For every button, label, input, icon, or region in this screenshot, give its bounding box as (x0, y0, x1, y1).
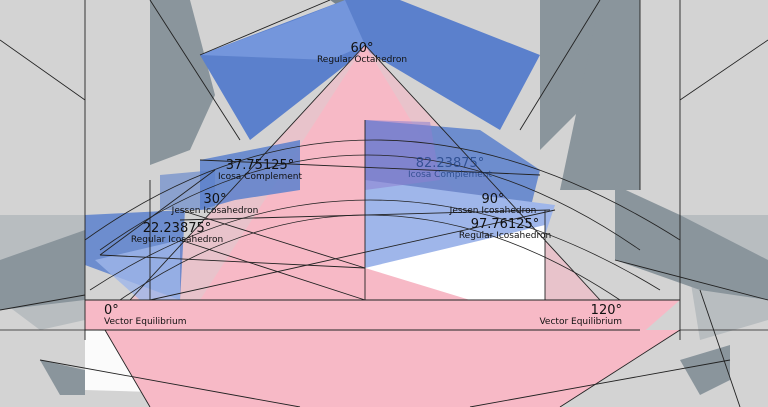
label-icosahedron-right: 97.76125° Regular Icosahedron (445, 218, 565, 241)
label-icosahedron-left: 22.23875° Regular Icosahedron (112, 222, 242, 245)
name-jessen-icosahedron-left: Jessen Icosahedron (171, 206, 259, 216)
name-vector-equilibrium-left: Vector Equilibrium (104, 317, 187, 327)
name-regular-icosahedron-right: Regular Icosahedron (458, 231, 552, 241)
name-icosa-complement-right: Icosa Complement (407, 170, 493, 180)
name-jessen-icosahedron-right: Jessen Icosahedron (449, 206, 537, 216)
label-jessen-right: 90° Jessen Icosahedron (413, 193, 573, 216)
angle-82-23875: 82.23875° (415, 156, 485, 171)
angle-97-76125: 97.76125° (470, 217, 540, 232)
label-jessen-left: 30° Jessen Icosahedron (150, 193, 280, 216)
angle-0: 0° (104, 303, 119, 318)
label-icosa-complement-left: 37.75125° Icosa Complement (190, 159, 330, 182)
octahedron-cap (200, 0, 540, 140)
angle-90: 90° (481, 192, 505, 207)
name-regular-icosahedron-left: Regular Icosahedron (130, 235, 224, 245)
angle-60: 60° (350, 41, 374, 56)
angle-37-75125: 37.75125° (225, 158, 295, 173)
label-icosa-complement-right: 82.23875° Icosa Complement (380, 157, 520, 180)
angle-30: 30° (203, 192, 227, 207)
label-ve-left: 0° Vector Equilibrium (104, 304, 187, 327)
angle-120: 120° (590, 303, 622, 318)
name-vector-equilibrium-right: Vector Equilibrium (539, 317, 622, 327)
name-icosa-complement-left: Icosa Complement (217, 172, 303, 182)
lower-pink-band (85, 300, 680, 407)
name-regular-octahedron: Regular Octahedron (316, 55, 408, 65)
label-ve-right: 120° Vector Equilibrium (530, 304, 622, 327)
label-octahedron: 60° Regular Octahedron (272, 42, 452, 65)
rotation-arcs (84, 139, 681, 301)
angle-22-23875: 22.23875° (142, 221, 212, 236)
top-lines (0, 39, 768, 331)
